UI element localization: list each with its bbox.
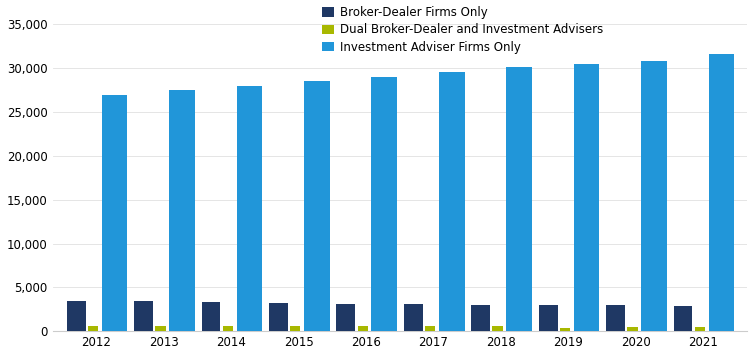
Bar <box>404 304 423 331</box>
Bar <box>439 72 464 331</box>
Bar <box>372 77 397 331</box>
Bar <box>237 86 262 331</box>
Bar <box>471 305 490 331</box>
Bar <box>606 305 625 331</box>
Bar <box>694 327 705 331</box>
Bar <box>357 326 368 331</box>
Bar <box>201 302 220 331</box>
Legend: Broker-Dealer Firms Only, Dual Broker-Dealer and Investment Advisers, Investment: Broker-Dealer Firms Only, Dual Broker-De… <box>323 6 603 54</box>
Bar <box>627 327 638 331</box>
Bar <box>169 90 195 331</box>
Bar <box>102 95 127 331</box>
Bar <box>574 64 599 331</box>
Bar <box>87 326 98 331</box>
Bar <box>134 301 153 331</box>
Bar <box>492 326 503 331</box>
Bar <box>290 326 301 331</box>
Bar <box>538 305 558 331</box>
Bar <box>559 328 570 331</box>
Bar <box>507 67 532 331</box>
Bar <box>66 300 86 331</box>
Bar <box>269 303 288 331</box>
Bar <box>155 326 166 331</box>
Bar <box>425 326 435 331</box>
Bar <box>673 305 692 331</box>
Bar <box>304 80 329 331</box>
Bar <box>709 54 734 331</box>
Bar <box>336 304 355 331</box>
Bar <box>641 61 667 331</box>
Bar <box>222 326 233 331</box>
